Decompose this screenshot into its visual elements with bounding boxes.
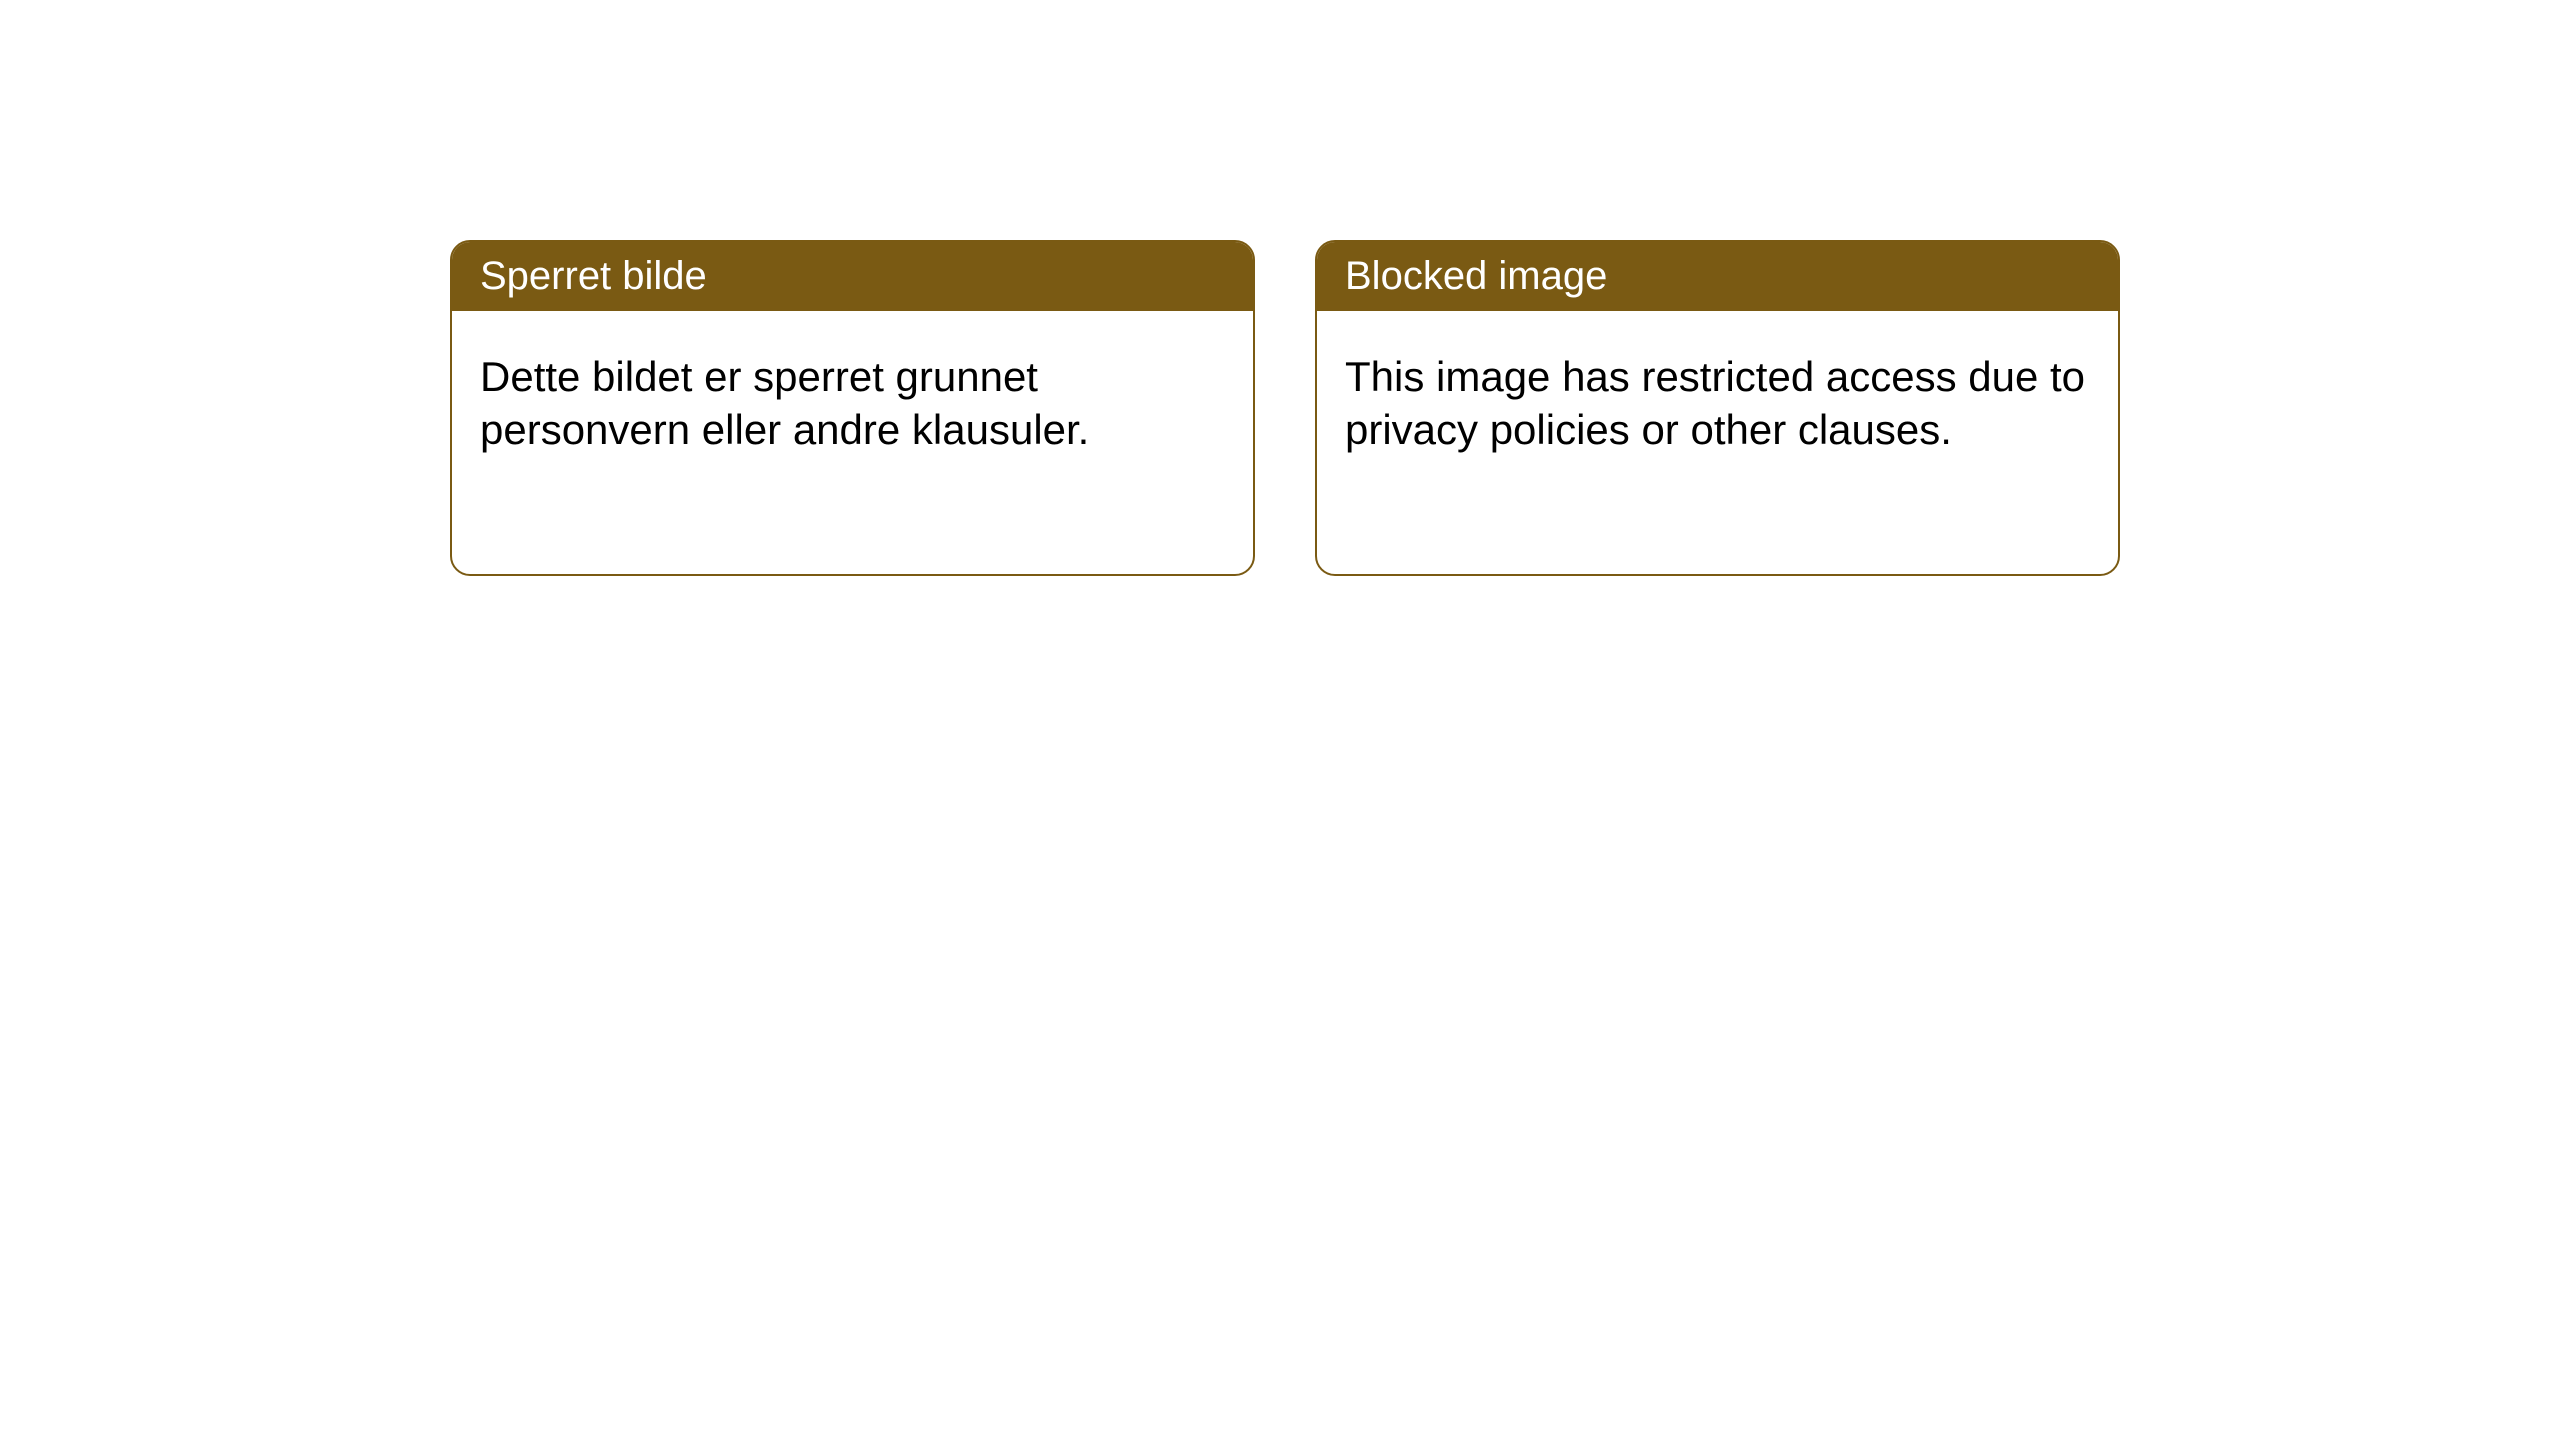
card-header-en: Blocked image [1317, 242, 2118, 311]
blocked-image-card-no: Sperret bilde Dette bildet er sperret gr… [450, 240, 1255, 576]
card-message-no: Dette bildet er sperret grunnet personve… [480, 353, 1089, 453]
blocked-image-cards: Sperret bilde Dette bildet er sperret gr… [450, 240, 2120, 576]
card-body-no: Dette bildet er sperret grunnet personve… [452, 311, 1253, 496]
card-title-no: Sperret bilde [480, 254, 707, 298]
card-message-en: This image has restricted access due to … [1345, 353, 2085, 453]
card-title-en: Blocked image [1345, 254, 1607, 298]
card-body-en: This image has restricted access due to … [1317, 311, 2118, 496]
blocked-image-card-en: Blocked image This image has restricted … [1315, 240, 2120, 576]
card-header-no: Sperret bilde [452, 242, 1253, 311]
